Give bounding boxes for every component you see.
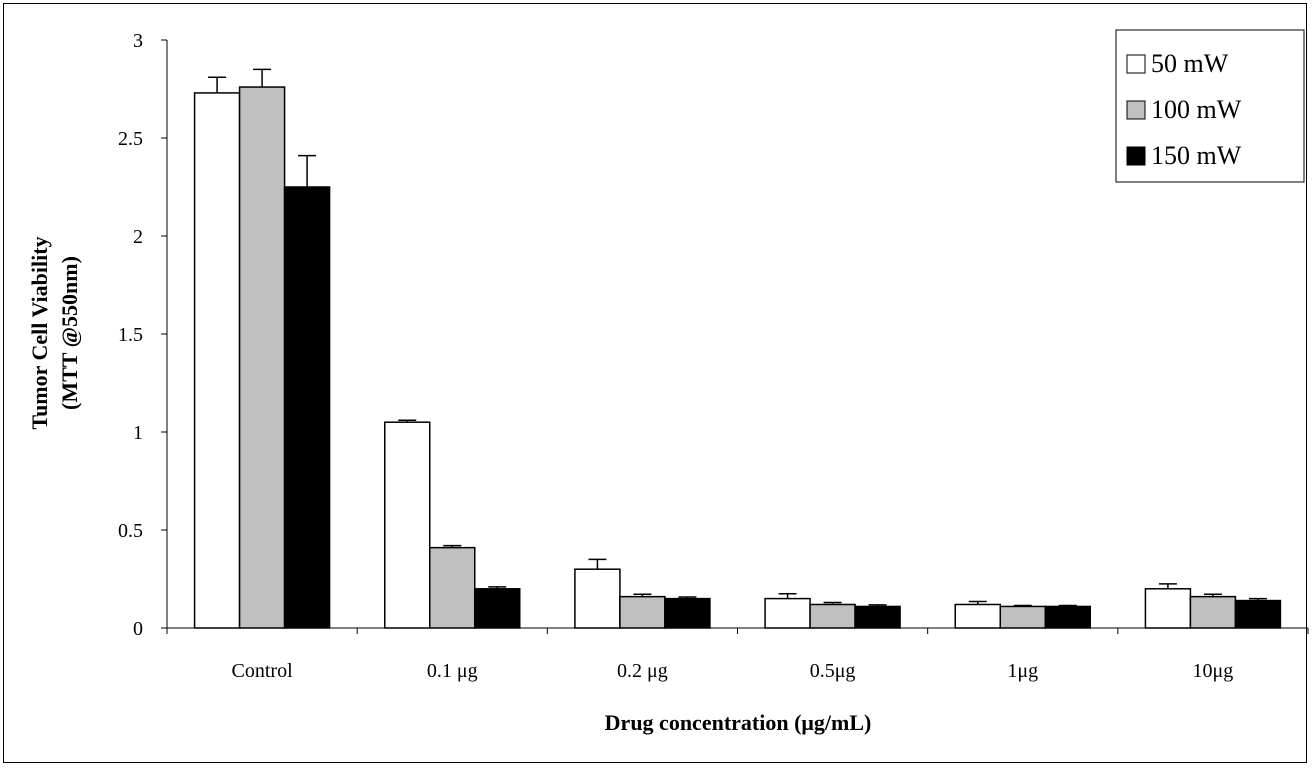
- bar: [429, 546, 476, 629]
- bar: [809, 603, 856, 629]
- legend-label-150mw: 150 mW: [1151, 141, 1242, 170]
- legend-swatch-50mw: [1126, 54, 1146, 74]
- bar: [764, 597, 811, 629]
- bar: [1044, 605, 1091, 629]
- y-tick-label: 2.5: [118, 128, 143, 150]
- bar: [238, 86, 286, 629]
- y-axis-title: Tumor Cell Viability (MTT @550nm): [27, 236, 82, 429]
- x-tick-label: 0.5μg: [810, 660, 856, 682]
- bar: [384, 421, 431, 629]
- bar: [854, 605, 901, 629]
- y-tick-label: 1: [133, 422, 143, 444]
- y-tick-label: 1.5: [118, 324, 143, 346]
- x-tick-label: 0.1 μg: [427, 660, 478, 682]
- axes-layer: 0 0.5 1 1.5 2 2.5 3 Control 0.1 μg 0.2 μg 0.5μg 1μg…: [118, 30, 1309, 682]
- y-tick-label: 2: [133, 226, 143, 248]
- bar: [1189, 595, 1237, 629]
- x-tick-label: 1μg: [1007, 660, 1038, 682]
- y-axis-title-line2: (MTT @550nm): [57, 256, 82, 410]
- y-tick-label: 0.5: [118, 520, 143, 542]
- bar: [574, 568, 621, 629]
- y-tick-label: 0: [133, 618, 143, 640]
- x-tick-label: 10μg: [1193, 660, 1234, 682]
- legend-label-50mw: 50 mW: [1151, 49, 1229, 78]
- bars-layer: [193, 68, 1282, 629]
- bar: [954, 603, 1001, 629]
- legend-swatch-150mw: [1126, 146, 1146, 166]
- bar: [664, 597, 711, 629]
- bar: [283, 186, 331, 629]
- x-tick-label: 0.2 μg: [617, 660, 668, 682]
- legend: 50 mW 100 mW 150 mW: [1115, 29, 1305, 183]
- x-axis-title: Drug concentration (μg/mL): [605, 710, 872, 735]
- legend-box: [1115, 29, 1305, 183]
- legend-label-100mw: 100 mW: [1151, 95, 1242, 124]
- bar: [193, 92, 241, 629]
- x-tick-label: Control: [232, 660, 294, 682]
- bar: [999, 605, 1046, 629]
- y-tick-label: 3: [133, 30, 143, 52]
- y-axis-title-line1: Tumor Cell Viability: [27, 236, 52, 429]
- bar: [1144, 588, 1192, 629]
- bar: [1234, 599, 1282, 629]
- bar: [474, 588, 521, 629]
- bar: [619, 595, 666, 629]
- legend-swatch-100mw: [1126, 100, 1146, 120]
